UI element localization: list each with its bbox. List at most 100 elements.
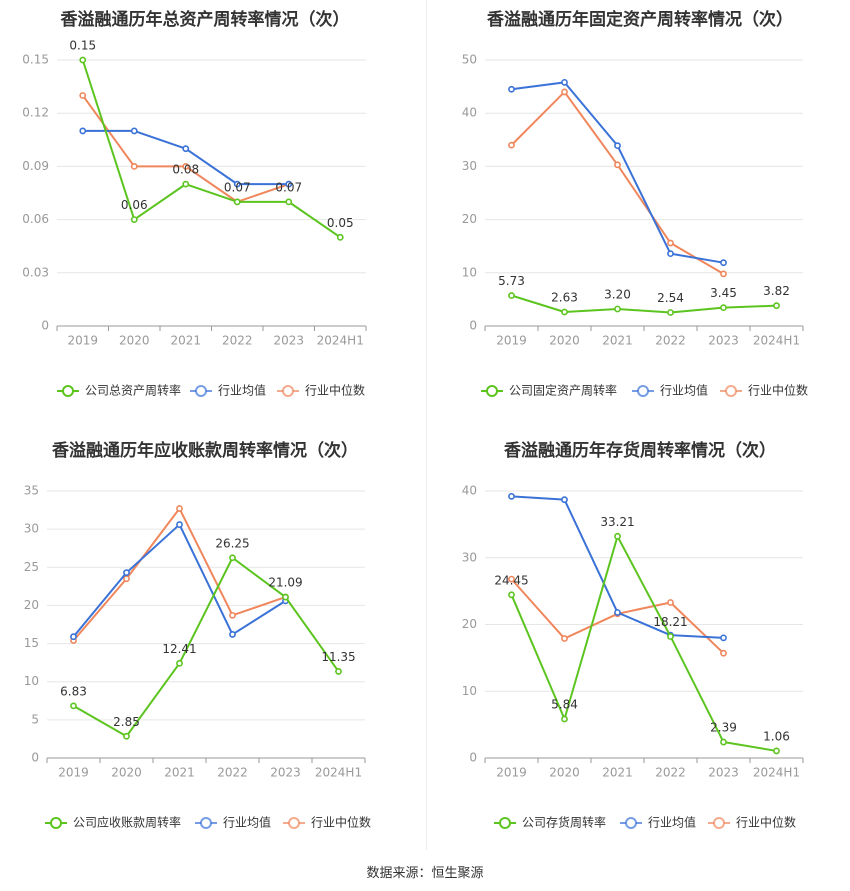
data-label: 2.39 [710, 721, 737, 735]
series-line-2 [511, 81, 724, 264]
y-tick-label: 35 [24, 484, 39, 498]
x-tick-label: 2022 [222, 334, 253, 348]
series-point-1 [335, 668, 342, 675]
x-tick-label: 2022 [217, 766, 248, 780]
y-tick-label: 0 [469, 319, 477, 333]
chart-panel-1: 香溢融通历年总资产周转率情况（次） 0 0.03 0.06 0.09 0.12 0.15 20… [22, 9, 367, 398]
series-point-3 [720, 270, 727, 278]
chart-title: 香溢融通历年总资产周转率情况（次） [61, 9, 350, 30]
legend-item-2: 行业均值 [195, 815, 271, 830]
chart-panel-2: 香溢融通历年固定资产周转率情况（次） 0 10 20 30 40 50 2019 2020 202… [462, 9, 808, 398]
series-point-3 [123, 575, 130, 583]
series-point-1 [561, 715, 568, 723]
data-label: 0.07 [224, 180, 251, 194]
y-tick-label: 25 [24, 560, 39, 574]
data-label: 1.06 [763, 729, 790, 743]
series-point-3 [508, 141, 515, 149]
data-label: 24.45 [494, 573, 528, 587]
series-point-3 [182, 162, 190, 170]
series-point-3 [720, 649, 727, 657]
legend-swatch-marker [725, 385, 737, 397]
data-label: 0.15 [69, 39, 96, 53]
legend-label: 行业均值 [218, 383, 266, 398]
series-point-2 [123, 569, 130, 577]
legend-swatch-marker [50, 817, 62, 829]
legend-swatch-marker [200, 817, 212, 829]
y-tick-label: 10 [462, 684, 477, 698]
series-point-2 [233, 180, 241, 188]
x-tick-label: 2024H1 [753, 766, 800, 780]
y-tick-label: 0 [41, 319, 49, 333]
series-point-1 [229, 554, 236, 562]
data-label: 0.06 [121, 198, 148, 212]
series-line-2 [72, 523, 287, 638]
y-tick-label: 50 [462, 53, 477, 67]
series-point-2 [561, 78, 568, 86]
series-point-3 [614, 161, 621, 169]
series-point-1 [79, 56, 87, 64]
chart-title: 香溢融通历年应收账款周转率情况（次） [52, 440, 358, 461]
y-tick-label: 20 [24, 598, 39, 612]
y-tick-label: 0.15 [22, 53, 49, 67]
x-tick-label: 2020 [119, 334, 150, 348]
legend-label: 行业均值 [648, 815, 696, 830]
legend-label: 公司固定资产周转率 [509, 383, 617, 398]
y-tick-label: 40 [462, 484, 477, 498]
data-label: 5.84 [551, 698, 578, 712]
legend-label: 行业均值 [223, 815, 271, 830]
series-point-1 [667, 633, 674, 640]
series-point-1 [123, 732, 130, 740]
legend-label: 行业均值 [660, 383, 708, 398]
legend-swatch-marker [499, 817, 511, 829]
series-point-2 [229, 631, 236, 638]
data-label: 33.21 [600, 515, 634, 529]
data-label: 5.73 [498, 274, 525, 288]
series-line-1 [511, 294, 777, 314]
y-tick-label: 30 [24, 522, 39, 536]
y-tick-label: 30 [462, 159, 477, 173]
series-point-1 [561, 308, 568, 316]
y-tick-label: 40 [462, 106, 477, 120]
chart-title: 香溢融通历年固定资产周转率情况（次） [487, 9, 793, 30]
series-point-2 [720, 259, 727, 267]
data-label: 26.25 [215, 536, 249, 550]
data-label: 12.41 [162, 642, 196, 656]
legend-label: 公司应收账款周转率 [73, 815, 181, 830]
x-tick-label: 2019 [58, 766, 89, 780]
series-point-1 [130, 216, 138, 223]
chart-title: 香溢融通历年存货周转率情况（次） [504, 440, 776, 461]
x-tick-label: 2019 [67, 334, 98, 348]
series-point-3 [561, 635, 568, 642]
x-tick-label: 2021 [602, 766, 633, 780]
series-point-2 [182, 145, 190, 153]
legend-label: 行业中位数 [311, 815, 371, 830]
data-label: 11.35 [321, 650, 355, 664]
x-tick-label: 2024H1 [317, 334, 364, 348]
series-point-1 [508, 591, 515, 599]
series-point-3 [176, 505, 183, 512]
y-tick-label: 15 [24, 636, 39, 650]
series-point-2 [561, 496, 568, 504]
series-point-1 [233, 198, 241, 206]
series-line-1 [81, 59, 341, 239]
x-tick-label: 2023 [708, 766, 739, 780]
series-point-3 [508, 575, 515, 583]
series-point-2 [720, 634, 727, 642]
series-point-2 [614, 609, 621, 616]
series-point-1 [282, 593, 289, 601]
x-tick-label: 2023 [708, 334, 739, 348]
legend-label: 公司总资产周转率 [85, 383, 181, 398]
y-tick-label: 10 [462, 265, 477, 279]
legend-swatch-marker [62, 385, 74, 397]
series-point-1 [614, 532, 621, 540]
x-tick-label: 2021 [170, 334, 201, 348]
data-label: 0.05 [327, 216, 354, 230]
y-tick-label: 0 [469, 751, 477, 765]
series-point-2 [176, 521, 183, 528]
legend-item-3: 行业中位数 [277, 383, 365, 398]
legend-item-1: 公司总资产周转率 [57, 383, 181, 398]
legend-swatch-marker [713, 817, 725, 829]
x-tick-label: 2024H1 [753, 334, 800, 348]
data-label: 0.07 [275, 180, 302, 194]
legend-label: 行业中位数 [748, 383, 808, 398]
